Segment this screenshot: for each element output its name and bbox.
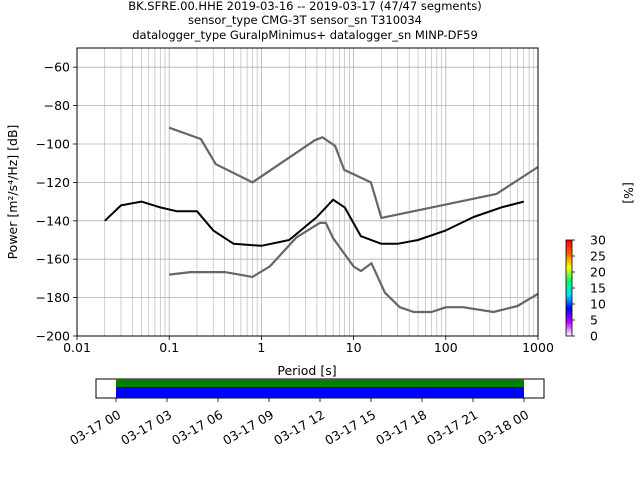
title-line-3: datalogger_type GuralpMinimus+ datalogge… (132, 28, 478, 42)
series-line-nhnm (168, 126, 538, 219)
grid (76, 48, 538, 337)
timeline-tick-label: 03-17 15 (322, 407, 378, 448)
axes: 0.01 0.1 1 10 100 1000 −200 −180 −160 −140 −120 −10… (36, 60, 554, 355)
y-tick-label: −200 (36, 329, 70, 344)
y-tick-label: −140 (36, 213, 70, 228)
y-tick-label: −120 (36, 175, 70, 190)
timeline-tick-label: 03-17 00 (67, 407, 123, 448)
colorbar-strip (565, 239, 573, 337)
timeline-bar-bottom (116, 387, 524, 398)
x-tick-label: 100 (434, 340, 458, 355)
x-axis-label: Period [s] (277, 363, 336, 378)
colorbar-tick-label: 5 (590, 313, 598, 328)
timeline-tick-label: 03-17 03 (118, 407, 174, 448)
timeline-tick-label: 03-17 21 (424, 407, 480, 448)
colorbar-tick-label: 0 (590, 329, 598, 344)
timeline-tick-label: 03-18 00 (475, 407, 531, 448)
y-axis-label: Power [m²/s⁴/Hz] [dB] (5, 125, 20, 260)
y-tick-label: −180 (36, 290, 70, 305)
x-tick-label: 10 (346, 340, 362, 355)
series-line-nlnm (169, 221, 538, 314)
colorbar-label: [%] (621, 182, 636, 204)
x-tick-label: 1000 (522, 340, 554, 355)
title-line-1: BK.SFRE.00.HHE 2019-03-16 -- 2019-03-17 … (128, 0, 482, 13)
y-tick-label: −80 (44, 98, 70, 113)
colorbar-tick-label: 20 (590, 265, 606, 280)
x-tick-label: 0.1 (159, 340, 179, 355)
title-block: BK.SFRE.00.HHE 2019-03-16 -- 2019-03-17 … (128, 0, 482, 42)
x-tick-label: 0.01 (63, 340, 91, 355)
y-tick-label: −60 (44, 60, 70, 75)
noise-model-lines (104, 126, 538, 314)
timeline-tick-label: 03-17 18 (373, 407, 429, 448)
timeline-tick-label: 03-17 12 (271, 407, 327, 448)
timeline-bar-top (116, 379, 524, 387)
title-line-2: sensor_type CMG-3T sensor_sn T310034 (188, 13, 422, 27)
colorbar-tick-label: 10 (590, 297, 606, 312)
colorbar-tick-label: 25 (590, 249, 606, 264)
colorbar-tick-label: 15 (590, 281, 606, 296)
y-tick-label: −100 (36, 137, 70, 152)
series-line-median (104, 198, 524, 247)
y-tick-label: −160 (36, 252, 70, 267)
timeline-tick-label: 03-17 09 (220, 407, 276, 448)
timeline-tick-label: 03-17 06 (169, 407, 225, 448)
colorbar-tick-label: 30 (590, 233, 606, 248)
x-tick-label: 1 (257, 340, 265, 355)
plot-frame (76, 47, 539, 337)
